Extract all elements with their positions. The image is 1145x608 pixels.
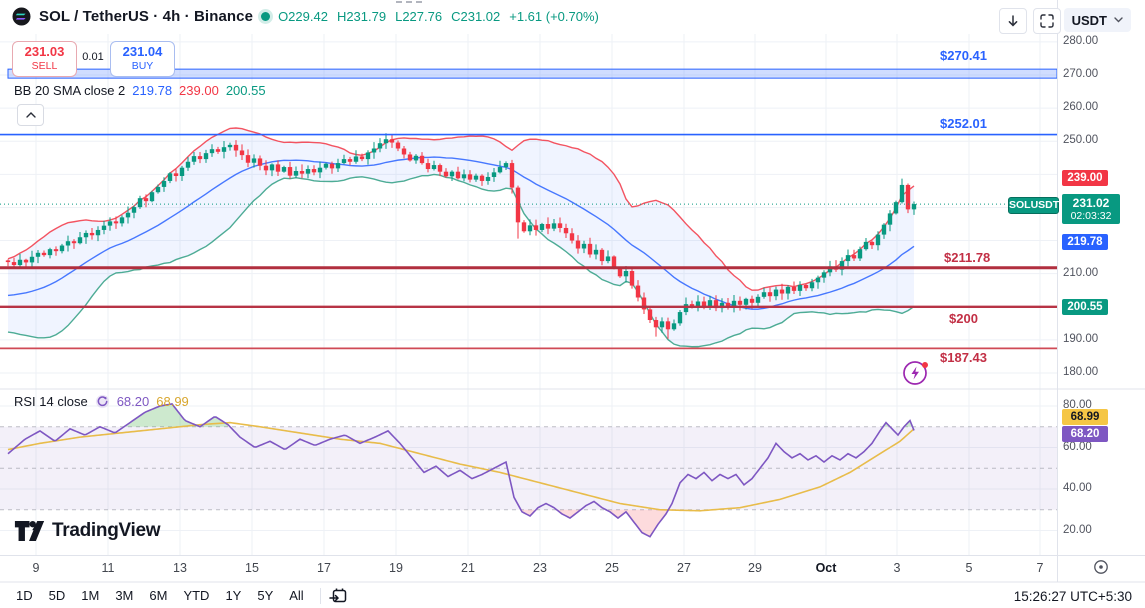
price-axis-label: 280.00 — [1063, 34, 1099, 47]
symbol-header: SOL / TetherUS · 4h · Binance O229.42 H2… — [12, 7, 599, 26]
last-price-value: 231.02 — [1072, 196, 1110, 210]
bar-countdown: 02:03:32 — [1070, 210, 1112, 222]
rsi-axis-label: 40.00 — [1063, 482, 1092, 494]
time-axis-label: 29 — [748, 561, 762, 575]
collapse-pane-button[interactable] — [17, 104, 44, 126]
time-axis-label: 3 — [893, 561, 901, 575]
time-axis-label: 27 — [677, 561, 691, 575]
time-axis-label: 11 — [101, 561, 115, 575]
range-button-6m[interactable]: 6M — [149, 588, 168, 603]
price-level-label[interactable]: $211.78 — [944, 250, 991, 265]
range-button-1m[interactable]: 1M — [81, 588, 100, 603]
last-price-tag: 231.02 02:03:32 — [1062, 194, 1120, 224]
time-axis-label: 9 — [32, 561, 40, 575]
spread-value: 0.01 — [82, 51, 104, 63]
sell-button[interactable]: 231.03 SELL — [12, 41, 77, 77]
range-button-ytd[interactable]: YTD — [183, 588, 210, 603]
symbol-title[interactable]: SOL / TetherUS · 4h · Binance — [39, 8, 254, 25]
ohlc-values: O229.42 H231.79 L227.76 C231.02 +1.61 (+… — [278, 9, 599, 24]
sol-logo-icon — [12, 7, 31, 26]
time-axis-label: 19 — [389, 561, 403, 575]
range-toolbar: 1D 5D 1M 3M 6M YTD 1Y 5Y All — [8, 585, 349, 606]
time-axis-label: 13 — [173, 561, 187, 575]
buy-price: 231.04 — [122, 44, 163, 59]
change-value: +1.61 (+0.70%) — [509, 9, 599, 24]
bb-basis-tag: 219.78 — [1062, 234, 1108, 250]
session-clock[interactable]: 15:26:27 UTC+5:30 — [1013, 589, 1132, 604]
flash-boost-icon[interactable] — [901, 358, 931, 388]
range-button-5d[interactable]: 5D — [48, 588, 66, 603]
bb-label: BB 20 SMA close 2 — [14, 83, 126, 98]
rsi-value-tag: 68.20 — [1062, 426, 1108, 442]
price-level-label[interactable]: $270.41 — [940, 48, 987, 63]
buy-label: BUY — [131, 60, 154, 72]
range-buttons: 1D 5D 1M 3M 6M YTD 1Y 5Y All — [8, 585, 312, 606]
time-axis-label: 25 — [605, 561, 619, 575]
price-axis-label: 180.00 — [1063, 365, 1099, 378]
price-level-label[interactable]: $252.01 — [940, 116, 987, 131]
close-value: C231.02 — [451, 9, 501, 24]
rsi-value: 68.20 — [116, 394, 150, 409]
viewfinder-icon — [1040, 14, 1054, 28]
time-axis-label: 21 — [461, 561, 475, 575]
scroll-to-recent-button[interactable] — [999, 8, 1027, 34]
time-axis-label: 7 — [1036, 561, 1044, 575]
time-axis-label: 23 — [533, 561, 547, 575]
rsi-label: RSI 14 close — [14, 394, 88, 409]
rsi-refresh-icon — [95, 394, 109, 409]
go-to-date-button[interactable] — [328, 586, 349, 605]
bb-legend[interactable]: BB 20 SMA close 2 219.78 239.00 200.55 — [14, 83, 266, 98]
rsi-ma-value: 68.99 — [156, 394, 189, 409]
time-axis-label: Oct — [815, 561, 837, 575]
range-button-3m[interactable]: 3M — [115, 588, 134, 603]
price-axis-label: 190.00 — [1063, 332, 1099, 345]
time-axis-label: 5 — [965, 561, 973, 575]
price-axis-label: 210.00 — [1063, 266, 1099, 279]
high-value: H231.79 — [336, 9, 387, 24]
sell-label: SELL — [31, 60, 58, 72]
chevron-down-icon — [1114, 17, 1123, 23]
bb-basis-value: 219.78 — [132, 83, 173, 98]
buy-button[interactable]: 231.04 BUY — [110, 41, 175, 77]
range-button-1y[interactable]: 1Y — [225, 588, 242, 603]
bb-lower-value: 200.55 — [225, 83, 266, 98]
sell-price: 231.03 — [24, 44, 65, 59]
tradingview-logo[interactable]: TradingView — [14, 518, 161, 544]
price-axis-label: 260.00 — [1063, 101, 1099, 114]
range-button-all[interactable]: All — [289, 588, 304, 603]
rsi-ma-tag: 68.99 — [1062, 409, 1108, 425]
range-button-1d[interactable]: 1D — [16, 588, 33, 603]
rsi-axis-label: 80.00 — [1063, 399, 1092, 411]
open-value: O229.42 — [278, 9, 328, 24]
bb-lower-tag: 200.55 — [1062, 299, 1108, 315]
tradingview-mark-icon — [14, 520, 45, 542]
price-level-label[interactable]: $187.43 — [940, 350, 987, 365]
screenshot-button[interactable] — [1033, 8, 1061, 34]
range-button-5y[interactable]: 5Y — [257, 588, 274, 603]
rsi-axis-label: 60.00 — [1063, 440, 1092, 453]
low-value: L227.76 — [395, 9, 443, 24]
rsi-axis-label: 20.00 — [1063, 523, 1092, 536]
toolbar-divider — [319, 587, 321, 604]
tradingview-wordmark: TradingView — [52, 520, 161, 541]
drawing-handle-dashes — [396, 1, 422, 3]
symbol-price-label: SOLUSDT — [1008, 197, 1059, 214]
rsi-legend[interactable]: RSI 14 close 68.20 68.99 — [14, 394, 189, 409]
time-axis-label: 15 — [245, 561, 259, 575]
currency-dropdown[interactable]: USDT — [1063, 8, 1131, 32]
market-status-dot — [261, 12, 271, 21]
time-axis-label: 17 — [317, 561, 331, 575]
chevron-up-icon — [25, 112, 36, 118]
price-axis-label: 250.00 — [1063, 134, 1099, 147]
price-level-label[interactable]: $200 — [949, 311, 978, 326]
bb-upper-tag: 239.00 — [1062, 170, 1108, 186]
price-axis-label: 270.00 — [1063, 68, 1099, 80]
currency-label: USDT — [1071, 12, 1107, 28]
axis-settings-icon[interactable] — [1093, 559, 1109, 575]
bb-upper-value: 239.00 — [179, 83, 219, 98]
arrow-down-icon — [1008, 15, 1018, 27]
